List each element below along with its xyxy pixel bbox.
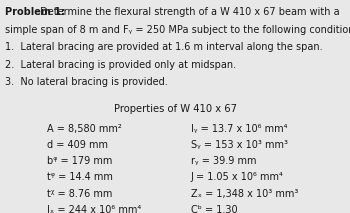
Text: A = 8,580 mm²: A = 8,580 mm² <box>47 124 122 134</box>
Text: 1.  Lateral bracing are provided at 1.6 m interval along the span.: 1. Lateral bracing are provided at 1.6 m… <box>5 42 322 52</box>
Text: Cᵇ = 1.30: Cᵇ = 1.30 <box>191 205 237 213</box>
Text: Iₓ = 244 x 10⁶ mm⁴: Iₓ = 244 x 10⁶ mm⁴ <box>47 205 141 213</box>
Text: 2.  Lateral bracing is provided only at midspan.: 2. Lateral bracing is provided only at m… <box>5 60 236 70</box>
Text: Problem 1:: Problem 1: <box>5 7 64 17</box>
Text: tᵡ = 8.76 mm: tᵡ = 8.76 mm <box>47 189 113 199</box>
Text: rᵧ = 39.9 mm: rᵧ = 39.9 mm <box>191 156 256 166</box>
Text: Properties of W 410 x 67: Properties of W 410 x 67 <box>113 104 237 114</box>
Text: J = 1.05 x 10⁶ mm⁴: J = 1.05 x 10⁶ mm⁴ <box>191 172 284 182</box>
Text: 3.  No lateral bracing is provided.: 3. No lateral bracing is provided. <box>5 77 167 87</box>
Text: bᵠ = 179 mm: bᵠ = 179 mm <box>47 156 113 166</box>
Text: Iᵧ = 13.7 x 10⁶ mm⁴: Iᵧ = 13.7 x 10⁶ mm⁴ <box>191 124 287 134</box>
Text: Zₓ = 1,348 x 10³ mm³: Zₓ = 1,348 x 10³ mm³ <box>191 189 298 199</box>
Text: d = 409 mm: d = 409 mm <box>47 140 108 150</box>
Text: simple span of 8 m and Fᵧ = 250 MPa subject to the following conditions.: simple span of 8 m and Fᵧ = 250 MPa subj… <box>5 25 350 35</box>
Text: Sᵧ = 153 x 10³ mm³: Sᵧ = 153 x 10³ mm³ <box>191 140 288 150</box>
Text: tᵠ = 14.4 mm: tᵠ = 14.4 mm <box>47 172 113 182</box>
Text: Determine the flexural strength of a W 410 x 67 beam with a: Determine the flexural strength of a W 4… <box>37 7 340 17</box>
